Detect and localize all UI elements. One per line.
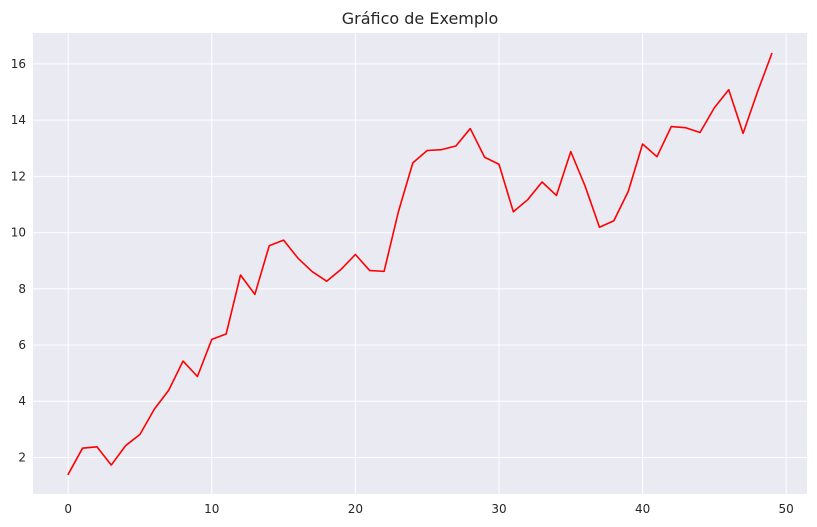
- y-tick-label: 16: [11, 57, 26, 71]
- x-axis-ticks: 0 10 20 30 40 50: [64, 502, 793, 516]
- grid: [33, 33, 807, 494]
- x-tick-label: 50: [779, 502, 794, 516]
- y-tick-label: 14: [11, 113, 26, 127]
- x-tick-label: 30: [491, 502, 506, 516]
- x-tick-label: 10: [204, 502, 219, 516]
- x-tick-label: 40: [635, 502, 650, 516]
- y-tick-label: 2: [18, 450, 26, 464]
- y-tick-label: 4: [18, 394, 26, 408]
- x-tick-label: 0: [64, 502, 72, 516]
- plot-area: [33, 33, 807, 494]
- y-tick-label: 8: [18, 282, 26, 296]
- series-layer: [67, 52, 773, 476]
- y-axis-ticks: 2 4 6 8 10 12 14 16: [11, 57, 26, 465]
- y-tick-label: 6: [18, 338, 26, 352]
- x-tick-label: 20: [348, 502, 363, 516]
- chart-title: Gráfico de Exemplo: [342, 9, 499, 28]
- y-tick-label: 10: [11, 226, 26, 240]
- y-tick-label: 12: [11, 169, 26, 183]
- series-line: [67, 52, 773, 476]
